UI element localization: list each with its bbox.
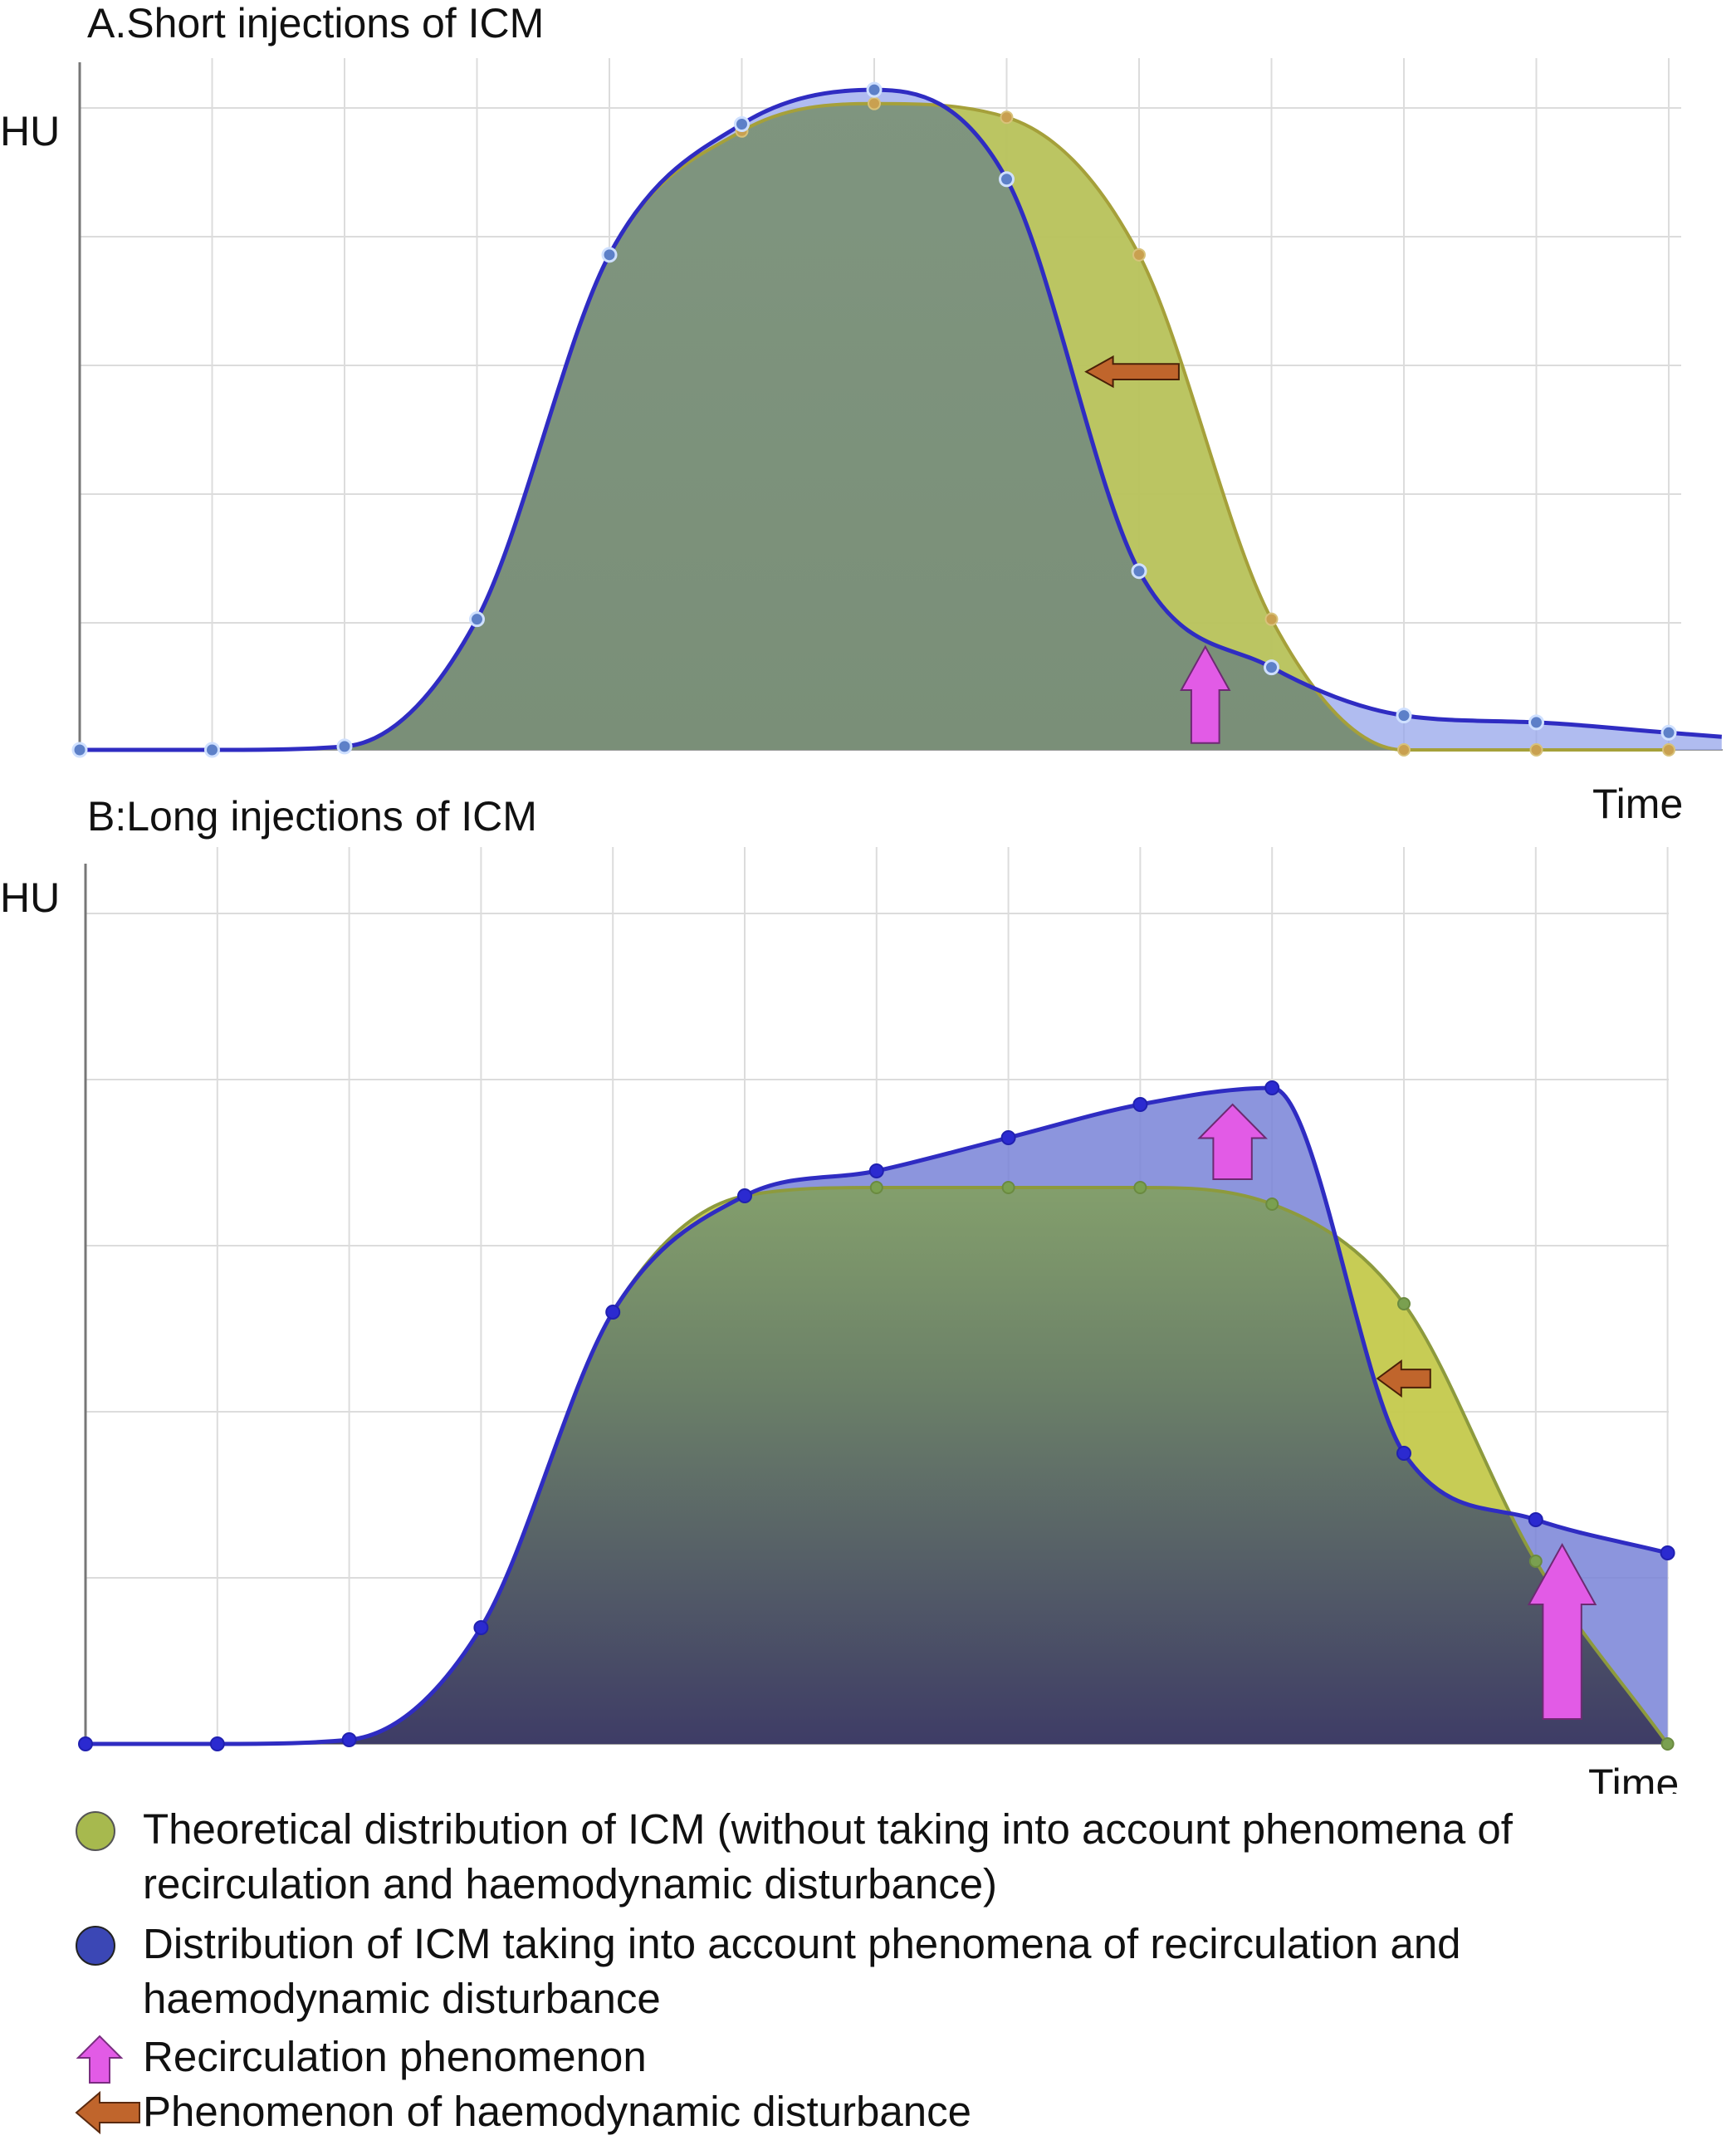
- panel-a-theoretical-point-9: [1264, 612, 1279, 626]
- orange-left-arrow-icon: [75, 2090, 140, 2135]
- panel-a-x-axis-label: Time: [1592, 781, 1683, 827]
- legend-text-recirculation: Recirculation phenomenon: [143, 2033, 647, 2080]
- panel-b-real-point-4: [605, 1305, 621, 1320]
- panel-a-real-point-12: [1660, 724, 1677, 741]
- panel-b-overlap-area: [86, 1188, 1668, 1744]
- green-circle-icon: [76, 1811, 115, 1851]
- panel-b-plot: [78, 1080, 1675, 1751]
- figure: A.Short injections of ICM HU Time B:Long…: [0, 0, 1723, 1794]
- panel-b-real-point-2: [341, 1732, 357, 1747]
- panel-b-real-point-5: [737, 1188, 752, 1203]
- panel-b-real-point-6: [868, 1163, 884, 1178]
- panel-b-theoretical-point-8: [1133, 1181, 1147, 1194]
- panel-a-real-point-0: [71, 742, 88, 758]
- panel-b-theoretical-point-12: [1660, 1737, 1675, 1751]
- panel-b-real-point-9: [1264, 1080, 1280, 1095]
- magenta-up-arrow-icon: [76, 2035, 124, 2084]
- panel-b-theoretical-point-6: [869, 1181, 883, 1194]
- panel-a-real-point-9: [1264, 659, 1279, 676]
- panel-b-real-point-1: [209, 1736, 225, 1751]
- panel-a-real-point-10: [1396, 708, 1412, 724]
- panel-a-title: A.Short injections of ICM: [87, 0, 544, 47]
- panel-b-real-point-3: [473, 1620, 489, 1635]
- panel-a: A.Short injections of ICM HU Time: [0, 0, 1723, 827]
- legend-item-real: Distribution of ICM taking into account …: [75, 1917, 1702, 2026]
- panel-a-real-point-1: [204, 742, 220, 758]
- panel-b-recirculation-arrow-0: [1197, 1103, 1268, 1180]
- panel-a-theoretical-point-11: [1529, 743, 1543, 757]
- legend-item-haemodynamic: Phenomenon of haemodynamic disturbance: [75, 2084, 1702, 2139]
- panel-b-y-axis-label: HU: [0, 874, 60, 921]
- panel-a-theoretical-point-10: [1397, 743, 1411, 757]
- panel-b-real-point-0: [78, 1736, 93, 1751]
- panel-a-real-point-7: [999, 171, 1015, 188]
- legend-text-haemodynamic: Phenomenon of haemodynamic disturbance: [143, 2088, 971, 2135]
- panel-b-theoretical-point-10: [1397, 1297, 1411, 1310]
- panel-b-recirculation-arrow-2: [1527, 1542, 1597, 1720]
- panel-a-real-point-11: [1528, 714, 1544, 731]
- panel-a-real-point-2: [336, 738, 353, 755]
- panel-a-real-point-6: [866, 81, 883, 98]
- panel-b-real-point-12: [1660, 1545, 1675, 1560]
- legend-text-theoretical: Theoretical distribution of ICM (without…: [143, 1805, 1513, 1908]
- panel-a-real-point-5: [734, 116, 750, 133]
- panel-b-theoretical-point-7: [1001, 1181, 1015, 1194]
- legend-item-recirculation: Recirculation phenomenon: [75, 2030, 1702, 2084]
- panel-b-real-point-8: [1132, 1097, 1148, 1112]
- legend-item-theoretical: Theoretical distribution of ICM (without…: [75, 1802, 1702, 1912]
- legend: Theoretical distribution of ICM (without…: [75, 1802, 1702, 2139]
- panel-a-plot: [71, 81, 1722, 758]
- panel-a-real-point-3: [469, 611, 485, 628]
- panel-a-theoretical-point-7: [1000, 110, 1014, 125]
- panel-b-real-point-11: [1528, 1512, 1543, 1527]
- panel-b-x-axis-label: Time: [1588, 1761, 1679, 1794]
- panel-a-recirculation-arrow-0: [1180, 644, 1231, 744]
- panel-b-haemodynamic-arrow-1: [1376, 1359, 1431, 1398]
- panel-b-title: B:Long injections of ICM: [87, 793, 537, 840]
- panel-a-overlap-area: [80, 103, 1669, 750]
- panel-b-theoretical-point-11: [1528, 1555, 1543, 1568]
- panel-b-real-point-7: [1000, 1130, 1016, 1145]
- panel-a-theoretical-point-6: [868, 96, 881, 110]
- panel-a-theoretical-point-8: [1132, 247, 1146, 262]
- blue-circle-icon: [76, 1926, 115, 1966]
- legend-text-real: Distribution of ICM taking into account …: [143, 1920, 1461, 2022]
- panel-b-theoretical-point-9: [1265, 1197, 1279, 1211]
- panel-a-theoretical-point-12: [1662, 743, 1675, 757]
- panel-b-real-point-10: [1396, 1446, 1411, 1461]
- panel-a-real-point-4: [601, 247, 618, 263]
- panel-b: B:Long injections of ICM HU Time: [0, 793, 1679, 1794]
- panel-a-y-axis-label: HU: [0, 108, 60, 154]
- panel-a-real-point-8: [1131, 563, 1147, 580]
- panel-a-haemodynamic-arrow-1: [1084, 355, 1180, 389]
